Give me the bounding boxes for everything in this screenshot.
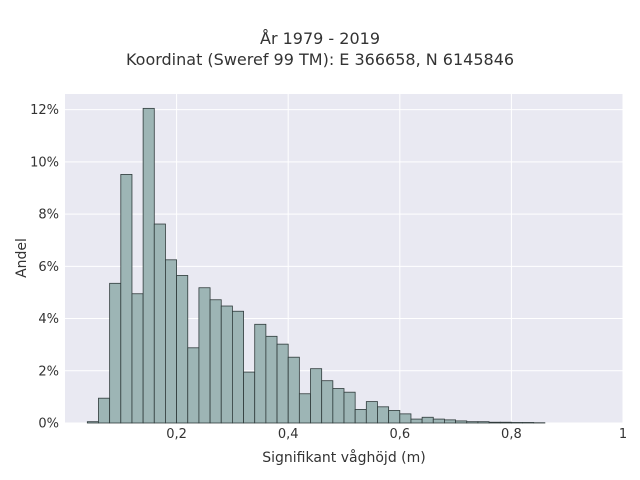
x-tick-label: 0,2 [166, 427, 187, 442]
histogram-bar [488, 421, 501, 424]
histogram-bar [109, 282, 122, 424]
x-axis-ticks: 0,2 0,4 0,6 0,8 1 [166, 427, 627, 442]
histogram-bar [98, 397, 111, 424]
y-tick-label: 0% [38, 417, 59, 432]
histogram-bar [365, 401, 378, 424]
y-axis-ticks: 0% 2% 4% 6% 8% 10% 12% [30, 103, 59, 431]
histogram-bar [321, 380, 334, 424]
histogram-bar [220, 305, 233, 424]
chart-title-line-1: År 1979 - 2019 [260, 29, 380, 48]
histogram-bar [477, 421, 490, 424]
histogram-bar [198, 287, 211, 424]
y-tick-label: 6% [38, 260, 59, 275]
histogram-bar [131, 293, 144, 424]
histogram-bar [510, 422, 523, 424]
histogram-bar [165, 259, 178, 424]
histogram-bar [421, 416, 434, 424]
histogram-bar [243, 371, 256, 424]
histogram-bar [522, 422, 535, 424]
histogram-bar [254, 323, 267, 424]
histogram-bar [432, 418, 445, 424]
histogram-bar [176, 275, 189, 424]
histogram-bar [354, 409, 367, 424]
x-tick-label: 1 [619, 427, 627, 442]
histogram-bar [120, 174, 133, 424]
histogram-bar [388, 410, 401, 424]
histogram-bar [86, 421, 99, 424]
histogram-bar [287, 356, 300, 424]
y-tick-label: 8% [38, 208, 59, 223]
histogram-bar [466, 421, 479, 424]
histogram-bar [187, 347, 200, 424]
y-tick-label: 2% [38, 364, 59, 379]
x-axis-title: Signifikant våghöjd (m) [262, 449, 425, 466]
histogram-bar [343, 391, 356, 424]
histogram-bar [332, 388, 345, 424]
bars-group [86, 107, 546, 424]
histogram-bar [410, 418, 423, 424]
histogram-bar [276, 343, 289, 424]
chart-title-line-2: Koordinat (Sweref 99 TM): E 366658, N 61… [125, 50, 515, 69]
histogram-bar [310, 368, 323, 424]
histogram-bar [377, 406, 390, 424]
y-tick-label: 4% [38, 312, 59, 327]
y-tick-label: 10% [30, 155, 59, 170]
histogram-bar [399, 413, 412, 424]
histogram-bar [455, 420, 468, 424]
y-tick-label: 12% [30, 103, 59, 118]
histogram-bar [499, 421, 512, 424]
histogram-bar [444, 419, 457, 424]
x-tick-label: 0,8 [501, 427, 522, 442]
x-tick-label: 0,4 [278, 427, 299, 442]
histogram-bar [265, 335, 278, 424]
histogram-bar [142, 107, 155, 424]
histogram-bar [153, 223, 166, 424]
x-tick-label: 0,6 [389, 427, 410, 442]
histogram-bar [209, 299, 222, 424]
histogram-bar [231, 310, 244, 424]
y-axis-title: Andel [14, 238, 30, 278]
histogram-bar [298, 393, 311, 424]
